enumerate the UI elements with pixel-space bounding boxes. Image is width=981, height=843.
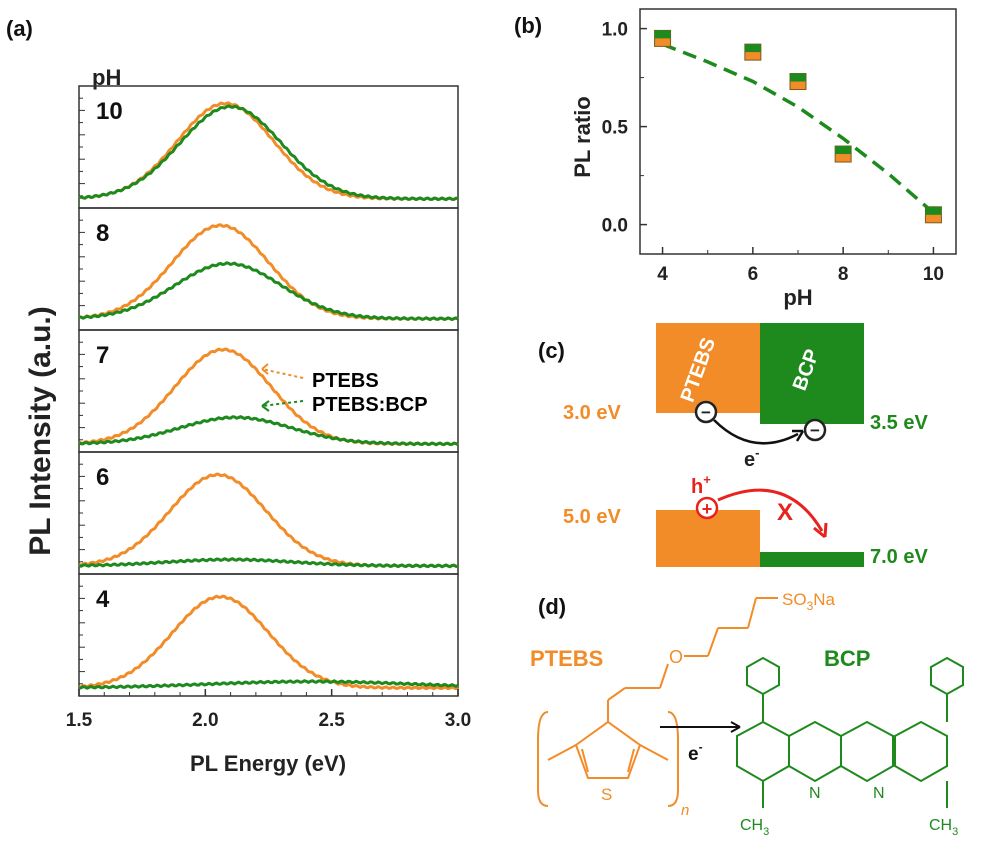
bcp-homo-block	[760, 552, 864, 567]
homo-ptebs-energy: 5.0 eV	[563, 506, 621, 528]
nitrogen-right: N	[873, 785, 885, 802]
b-x-tick-label: 6	[748, 264, 759, 285]
nitrogen-left: N	[809, 785, 821, 802]
b-y-axis-title: PL ratio	[570, 96, 595, 178]
legend-ptebs-bcp: PTEBS:BCP	[312, 394, 428, 416]
legend-ptebs: PTEBS	[312, 370, 379, 392]
ptebs-bcp-spectrum	[78, 557, 458, 569]
electron-ptebs-sign: −	[701, 403, 711, 422]
hole-sign: +	[702, 499, 713, 519]
blocked-icon: X	[777, 499, 793, 526]
panel-c-label: (c)	[538, 338, 565, 363]
legend-arrow-ptebs	[261, 368, 304, 379]
legend-arrow-bcp	[261, 400, 304, 407]
b-y-tick-label: 1.0	[602, 20, 628, 41]
b-data-point	[789, 73, 807, 91]
ptebs-structure-label: PTEBS	[530, 646, 603, 671]
panel-d-label: (d)	[538, 594, 566, 619]
lumo-ptebs-energy: 3.0 eV	[563, 402, 621, 424]
d-arrowhead	[730, 721, 741, 733]
bcp-lumo-block	[760, 323, 864, 424]
b-x-tick-label: 10	[923, 264, 944, 285]
electron-bcp-sign: −	[810, 421, 820, 440]
hole-arrowhead	[813, 522, 828, 539]
b-y-tick-label: 0.5	[602, 118, 629, 139]
subplot-ph-label: 4	[96, 586, 110, 613]
thiophene-ring	[574, 720, 642, 779]
hole-transfer-arrow	[717, 488, 824, 532]
energy-diagram: PTEBS BCP 3.0 eV 3.5 eV − − e- 5.0 eV 7.…	[563, 323, 928, 568]
electron-arrowhead	[792, 429, 805, 442]
pl-spectra-stack: 10 8 7 6 4 1.5 2.0 2.5 3.0	[66, 85, 471, 731]
hole-label: h+	[691, 472, 711, 498]
chemical-structures: PTEBS O SO3Na S n e-	[530, 590, 964, 838]
ptebs-bcp-spectrum	[78, 104, 459, 202]
x-axis-title: PL Energy (eV)	[190, 751, 346, 776]
legend: PTEBS PTEBS:BCP	[261, 363, 428, 416]
panel-a-label: (a)	[6, 16, 33, 41]
subplot-ph-label: 7	[96, 342, 109, 369]
b-x-tick-label: 8	[838, 264, 849, 285]
ptebs-bcp-spectrum	[78, 679, 459, 690]
homo-bcp-energy: 7.0 eV	[870, 546, 928, 568]
sulfur-atom: S	[601, 785, 612, 804]
panel-b-label: (b)	[514, 13, 542, 38]
subplot-ph-label: 6	[96, 464, 109, 491]
repeat-n: n	[681, 802, 689, 819]
ptebs-lumo-block	[656, 323, 760, 413]
subplot-ph-label: 8	[96, 220, 109, 247]
b-plot-frame	[639, 8, 957, 255]
subplot-frame	[78, 207, 459, 331]
x-tick-label: 2.5	[318, 710, 345, 731]
oxygen-atom: O	[669, 647, 683, 667]
y-axis-title: PL Intensity (a.u.)	[24, 306, 57, 555]
x-tick-label: 2.0	[192, 710, 218, 731]
subplot-ph-label: 10	[96, 98, 123, 125]
ptebs-bcp-spectrum	[78, 415, 459, 447]
electron-bcp-icon	[803, 418, 827, 442]
sulfonate-group: SO3Na	[782, 590, 836, 613]
b-data-point	[654, 29, 672, 47]
legend-arrowhead-ptebs	[261, 363, 269, 375]
b-fit-line	[661, 42, 935, 215]
lumo-bcp-energy: 3.5 eV	[870, 412, 928, 434]
legend-arrowhead-bcp	[261, 400, 270, 412]
b-x-tick-label: 4	[657, 264, 668, 285]
electron-ptebs-icon	[694, 400, 718, 424]
pl-ratio-chart: 4 6 8 10 0.0 0.5 1.0	[602, 8, 957, 285]
bcp-structure	[736, 656, 964, 808]
electron-label: e-	[744, 445, 759, 471]
ptebs-bcp-spectrum	[78, 261, 459, 321]
methyl-right: CH3	[929, 817, 958, 838]
ptebs-spectrum	[78, 594, 459, 691]
electron-transfer-arrow	[713, 419, 799, 445]
ptebs-spectrum	[78, 472, 458, 569]
subplot-frame	[78, 329, 459, 453]
b-data-point	[744, 43, 762, 61]
b-data-point	[834, 145, 852, 163]
x-tick-label: 3.0	[445, 710, 471, 731]
b-x-axis-title: pH	[783, 285, 812, 310]
b-y-tick-label: 0.0	[602, 216, 628, 237]
d-electron-label: e-	[688, 740, 703, 765]
subplot-frame	[78, 573, 459, 697]
b-data-point	[924, 206, 942, 224]
subplot-frame	[78, 85, 459, 209]
x-tick-label: 1.5	[66, 710, 93, 731]
bcp-structure-label: BCP	[824, 646, 870, 671]
ptebs-homo-block	[656, 510, 760, 567]
methyl-left: CH3	[740, 817, 769, 838]
hole-icon	[695, 496, 719, 520]
ptebs-structure	[537, 597, 778, 807]
